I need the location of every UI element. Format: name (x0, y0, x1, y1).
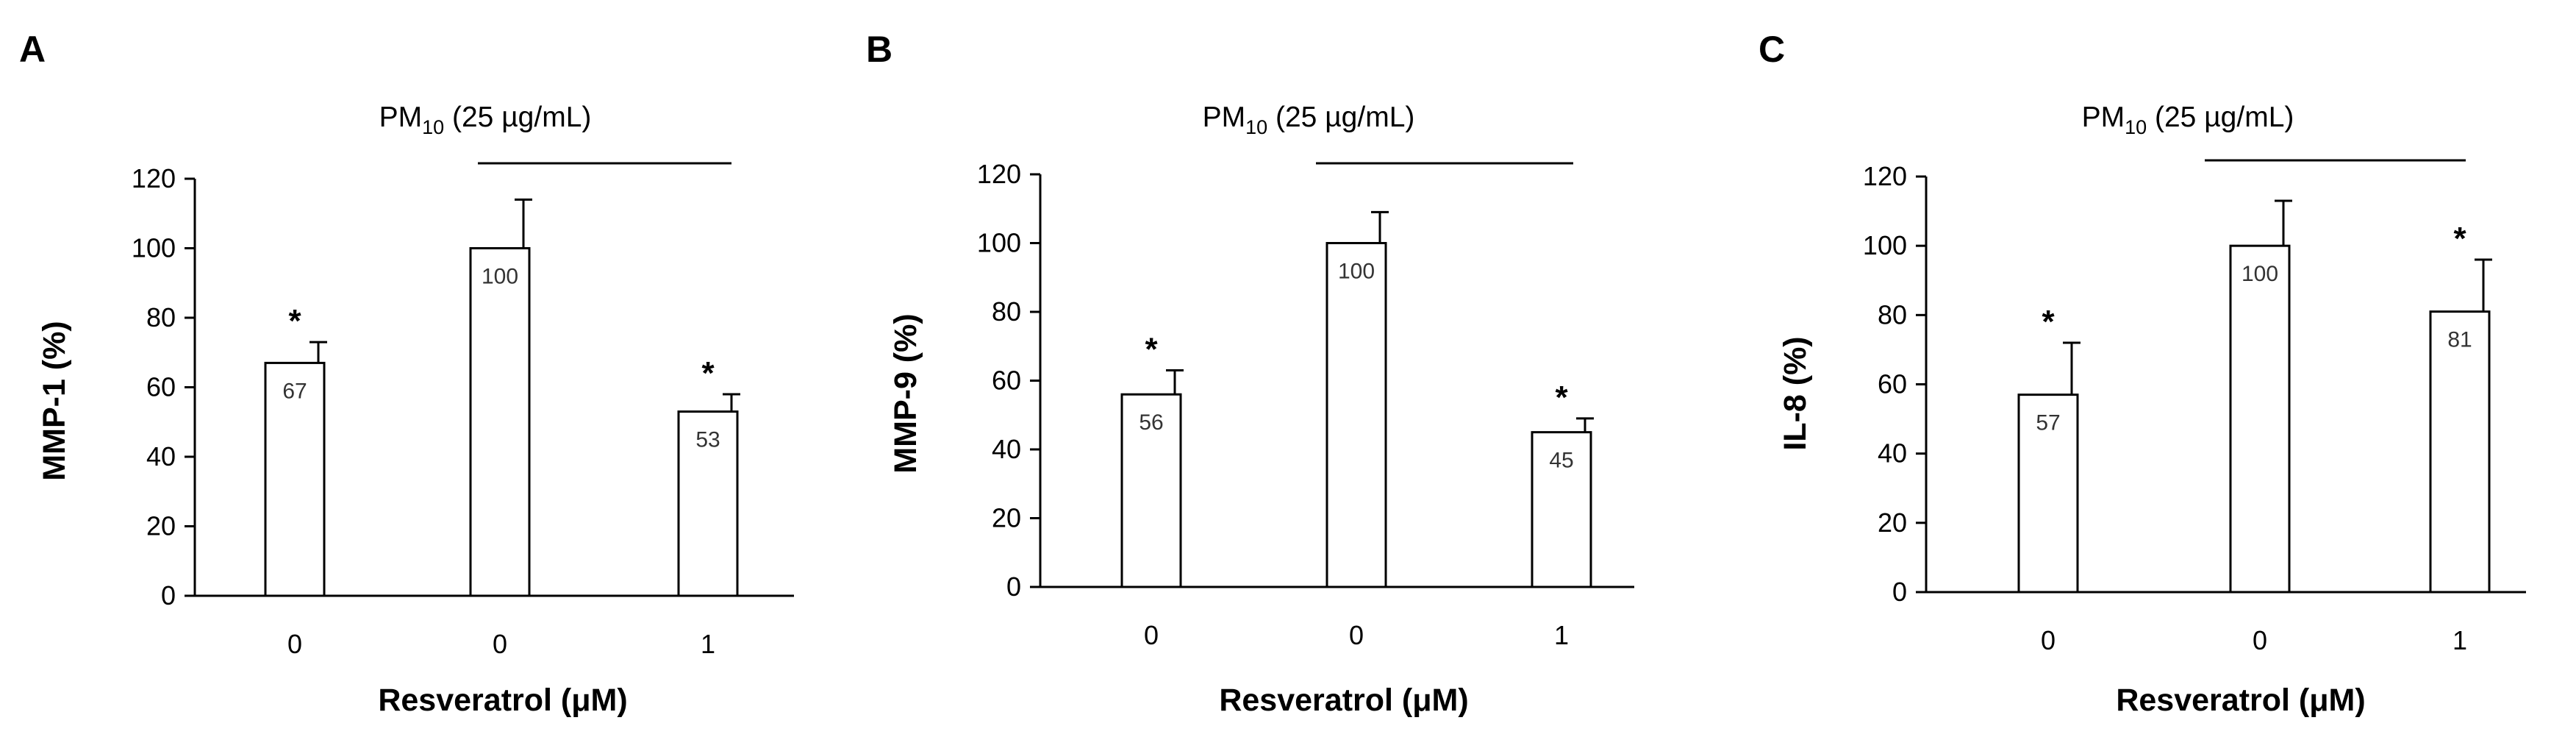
chart-panel-c: C PM10 (25 µg/mL) IL-8 (%) Resveratrol (… (1717, 0, 2576, 737)
bar (469, 247, 531, 597)
significance-marker: * (2042, 304, 2055, 340)
x-tick-label: 0 (1144, 620, 1159, 650)
chart-svg-c: C PM10 (25 µg/mL) IL-8 (%) Resveratrol (… (1759, 29, 2526, 718)
data-label: 81 (2447, 328, 2472, 352)
x-tick-label: 1 (701, 629, 715, 659)
y-tick-label: 20 (992, 503, 1021, 533)
bracket-label: PM10 (25 µg/mL) (379, 102, 592, 138)
bar (2429, 310, 2491, 594)
bar (2017, 394, 2079, 594)
x-ticks: 0 0 1 (2041, 625, 2467, 655)
data-label: 56 (1139, 410, 1163, 435)
data-label: 100 (482, 265, 518, 289)
y-ticks: 0 20 40 60 80 100 120 (1863, 161, 1926, 607)
x-tick-label: 1 (2452, 625, 2467, 655)
y-tick-label: 40 (992, 434, 1021, 464)
y-tick-label: 40 (146, 441, 176, 471)
data-label: 67 (282, 379, 307, 403)
significance-marker: * (2453, 221, 2466, 257)
x-ticks: 0 0 1 (287, 629, 715, 659)
data-label: 57 (2036, 411, 2060, 435)
y-tick-label: 120 (1863, 161, 1907, 191)
y-tick-label: 60 (146, 372, 176, 402)
significance-marker: * (288, 303, 301, 339)
x-tick-label: 0 (1349, 620, 1364, 650)
chart-svg-b: B PM10 (25 µg/mL) MMP-9 (%) Resveratrol … (866, 29, 1634, 718)
panel-label: A (19, 29, 46, 70)
significance-marker: * (1555, 380, 1568, 416)
x-tick-label: 0 (287, 629, 302, 659)
bar (1531, 431, 1592, 588)
bars: 57 * 100 81 * (2017, 199, 2492, 594)
y-axis-title: MMP-1 (%) (37, 321, 72, 480)
y-axis-title: IL-8 (%) (1778, 336, 1813, 450)
bar (1120, 393, 1182, 588)
y-tick-label: 40 (1878, 438, 1907, 469)
x-axis-title: Resveratrol (μM) (2116, 683, 2365, 718)
bars: 56 * 100 45 * (1120, 210, 1594, 588)
y-tick-label: 80 (1878, 299, 1907, 330)
y-tick-label: 120 (132, 163, 176, 193)
x-tick-label: 0 (2253, 625, 2267, 655)
x-axis-title: Resveratrol (μM) (1219, 683, 1468, 718)
x-axis-title: Resveratrol (μM) (378, 683, 627, 718)
y-tick-label: 120 (977, 159, 1021, 189)
data-label: 100 (2242, 262, 2278, 286)
y-tick-label: 60 (992, 366, 1021, 396)
bracket-label: PM10 (25 µg/mL) (1203, 102, 1415, 138)
y-tick-label: 20 (146, 511, 176, 541)
bar (264, 361, 326, 597)
y-ticks: 0 20 40 60 80 100 120 (977, 159, 1040, 602)
chart-panel-a: A PM10 (25 µg/mL) MMP-1 (%) Resveratrol … (0, 0, 859, 737)
y-axis-title: MMP-9 (%) (888, 313, 923, 473)
bar (1325, 242, 1387, 588)
y-tick-label: 60 (1878, 369, 1907, 399)
significance-marker: * (1145, 331, 1158, 367)
significance-marker: * (701, 355, 715, 391)
chart-svg-a: A PM10 (25 µg/mL) MMP-1 (%) Resveratrol … (19, 29, 794, 718)
y-tick-label: 0 (1892, 577, 1907, 607)
data-label: 45 (1549, 449, 1573, 473)
y-tick-label: 0 (1006, 572, 1021, 602)
x-tick-label: 0 (493, 629, 507, 659)
y-tick-label: 100 (132, 233, 176, 263)
x-tick-label: 0 (2041, 625, 2056, 655)
y-ticks: 0 20 40 60 80 100 120 (132, 163, 195, 610)
chart-panel-b: B PM10 (25 µg/mL) MMP-9 (%) Resveratrol … (859, 0, 1717, 737)
panel-label: B (866, 29, 892, 70)
bar (2229, 244, 2291, 594)
data-label: 100 (1338, 260, 1375, 284)
y-tick-label: 80 (146, 302, 176, 332)
y-tick-label: 20 (1878, 508, 1907, 538)
data-label: 53 (695, 428, 720, 452)
y-tick-label: 0 (161, 580, 176, 610)
x-tick-label: 1 (1554, 620, 1569, 650)
y-tick-label: 100 (977, 228, 1021, 258)
bars: 67 * 100 53 * (264, 198, 740, 597)
x-ticks: 0 0 1 (1144, 620, 1569, 650)
panel-label: C (1759, 29, 1785, 70)
bracket-label: PM10 (25 µg/mL) (2082, 102, 2294, 138)
y-tick-label: 80 (992, 296, 1021, 327)
y-tick-label: 100 (1863, 230, 1907, 260)
bar (677, 410, 739, 597)
